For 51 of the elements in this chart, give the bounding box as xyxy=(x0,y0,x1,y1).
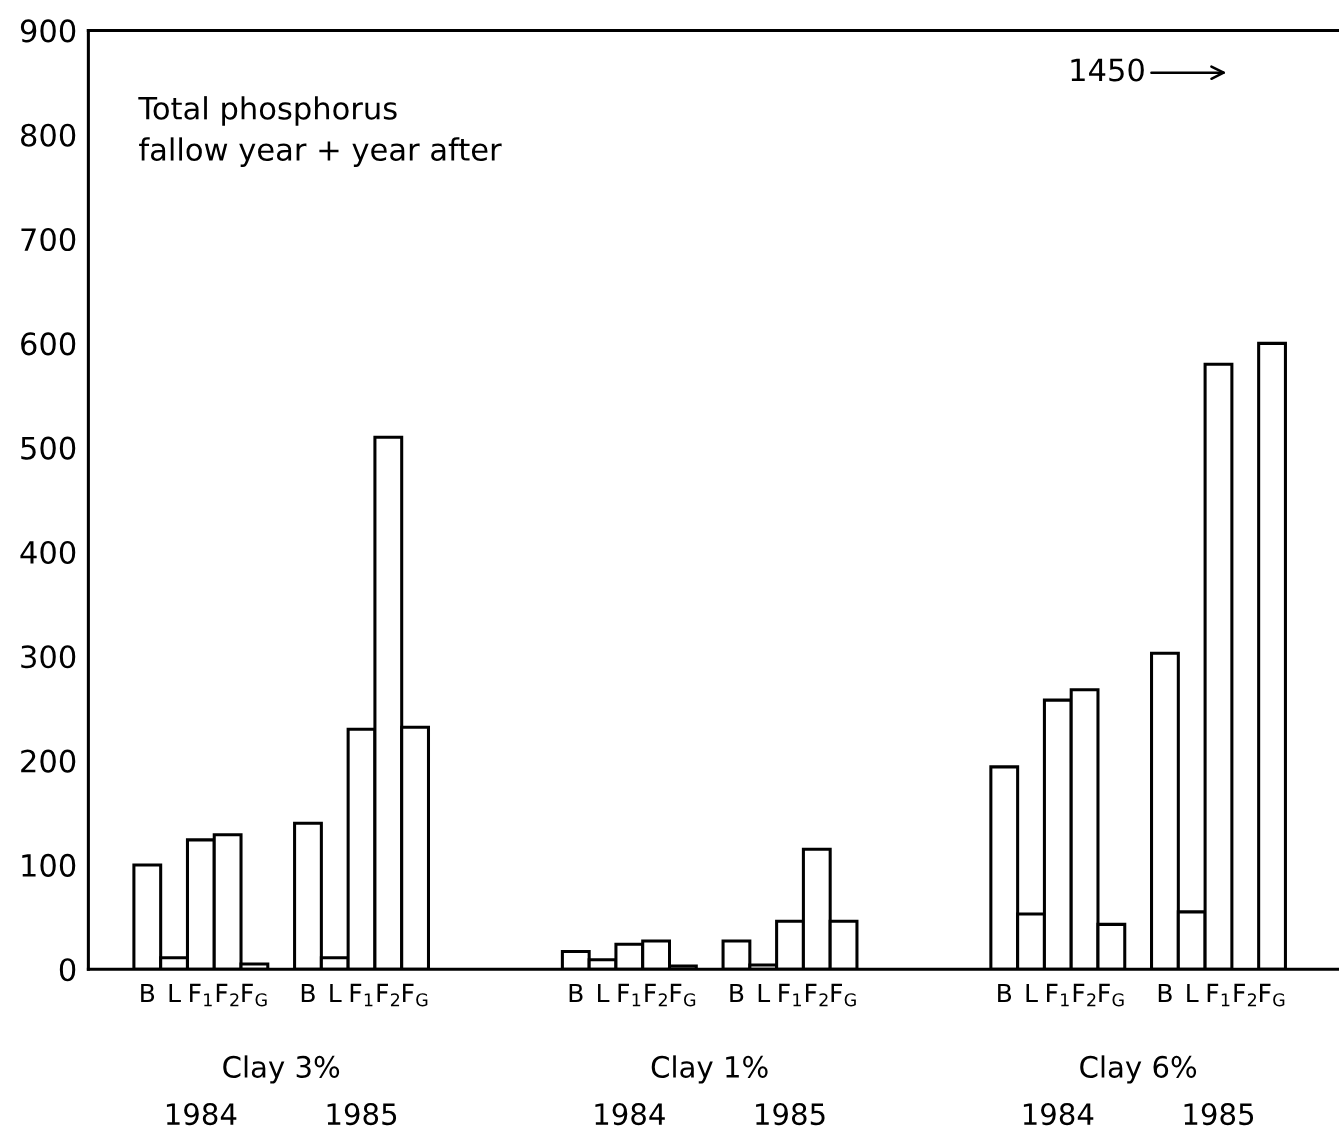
y-tick-label: 800 xyxy=(21,123,76,147)
annotation: 1450 xyxy=(1071,58,1144,82)
y-tick-label: 400 xyxy=(20,540,76,565)
y-tick-label: 500 xyxy=(21,436,76,460)
text: 1985 xyxy=(1184,1103,1254,1126)
y-tick-label: 300 xyxy=(21,645,76,669)
x-tick-label: F$_{G}$ xyxy=(242,983,267,1007)
text: 1985 xyxy=(327,1103,397,1126)
text: Total phosphorus fallow year + year after xyxy=(138,96,502,167)
x-tick-label: F$_{1}$ xyxy=(190,983,212,1007)
x-tick-label: L xyxy=(1026,983,1038,1003)
x-tick-label: F$_{1}$ xyxy=(350,983,373,1007)
x-tick-label: F$_{G}$ xyxy=(1099,983,1124,1007)
y-tick-label: 900 xyxy=(20,19,76,43)
y-tick-label: 600 xyxy=(21,332,76,356)
x-tick-label: F$_{1}$ xyxy=(1207,983,1230,1007)
x-tick-label: F$_{G}$ xyxy=(403,983,428,1007)
x-tick-label: B xyxy=(569,983,583,1003)
y-tick-label: 100 xyxy=(22,853,76,877)
x-tick-label: F$_{2}$ xyxy=(377,983,400,1007)
x-tick-label: B xyxy=(301,983,315,1003)
text: 1984 xyxy=(166,1103,237,1126)
text: 1984 xyxy=(595,1103,665,1126)
x-tick-label: B xyxy=(998,983,1012,1003)
x-tick-label: F$_{2}$ xyxy=(1234,983,1257,1007)
x-tick-label: L xyxy=(169,983,181,1003)
x-tick-label: F$_{2}$ xyxy=(645,983,667,1007)
y-tick-label: 700 xyxy=(21,227,76,252)
x-tick-label: B xyxy=(730,983,744,1003)
text: 1984 xyxy=(1023,1103,1094,1126)
x-tick-label: B xyxy=(141,983,155,1003)
x-tick-label: F$_{2}$ xyxy=(1073,983,1096,1007)
y-tick-label: 0 xyxy=(59,958,76,982)
x-tick-label: B xyxy=(1158,983,1172,1003)
x-tick-label: F$_{1}$ xyxy=(1047,983,1069,1007)
x-tick-label: L xyxy=(598,983,610,1003)
text: Clay 6% xyxy=(1080,1055,1197,1084)
x-tick-label: F$_{G}$ xyxy=(670,983,696,1007)
x-tick-label: F$_{1}$ xyxy=(779,983,801,1007)
x-tick-label: F$_{G}$ xyxy=(1260,983,1285,1007)
x-tick-label: F$_{2}$ xyxy=(216,983,239,1007)
x-tick-label: F$_{G}$ xyxy=(831,983,856,1007)
text: Clay 3% xyxy=(223,1055,340,1084)
x-tick-label: F$_{1}$ xyxy=(618,983,641,1007)
text: 1985 xyxy=(756,1103,825,1126)
y-tick-label: 200 xyxy=(21,749,76,773)
x-tick-label: F$_{2}$ xyxy=(805,983,828,1007)
text: Clay 1% xyxy=(651,1055,768,1084)
x-tick-label: L xyxy=(330,983,342,1003)
x-tick-label: L xyxy=(1187,983,1199,1003)
x-tick-label: L xyxy=(758,983,771,1003)
